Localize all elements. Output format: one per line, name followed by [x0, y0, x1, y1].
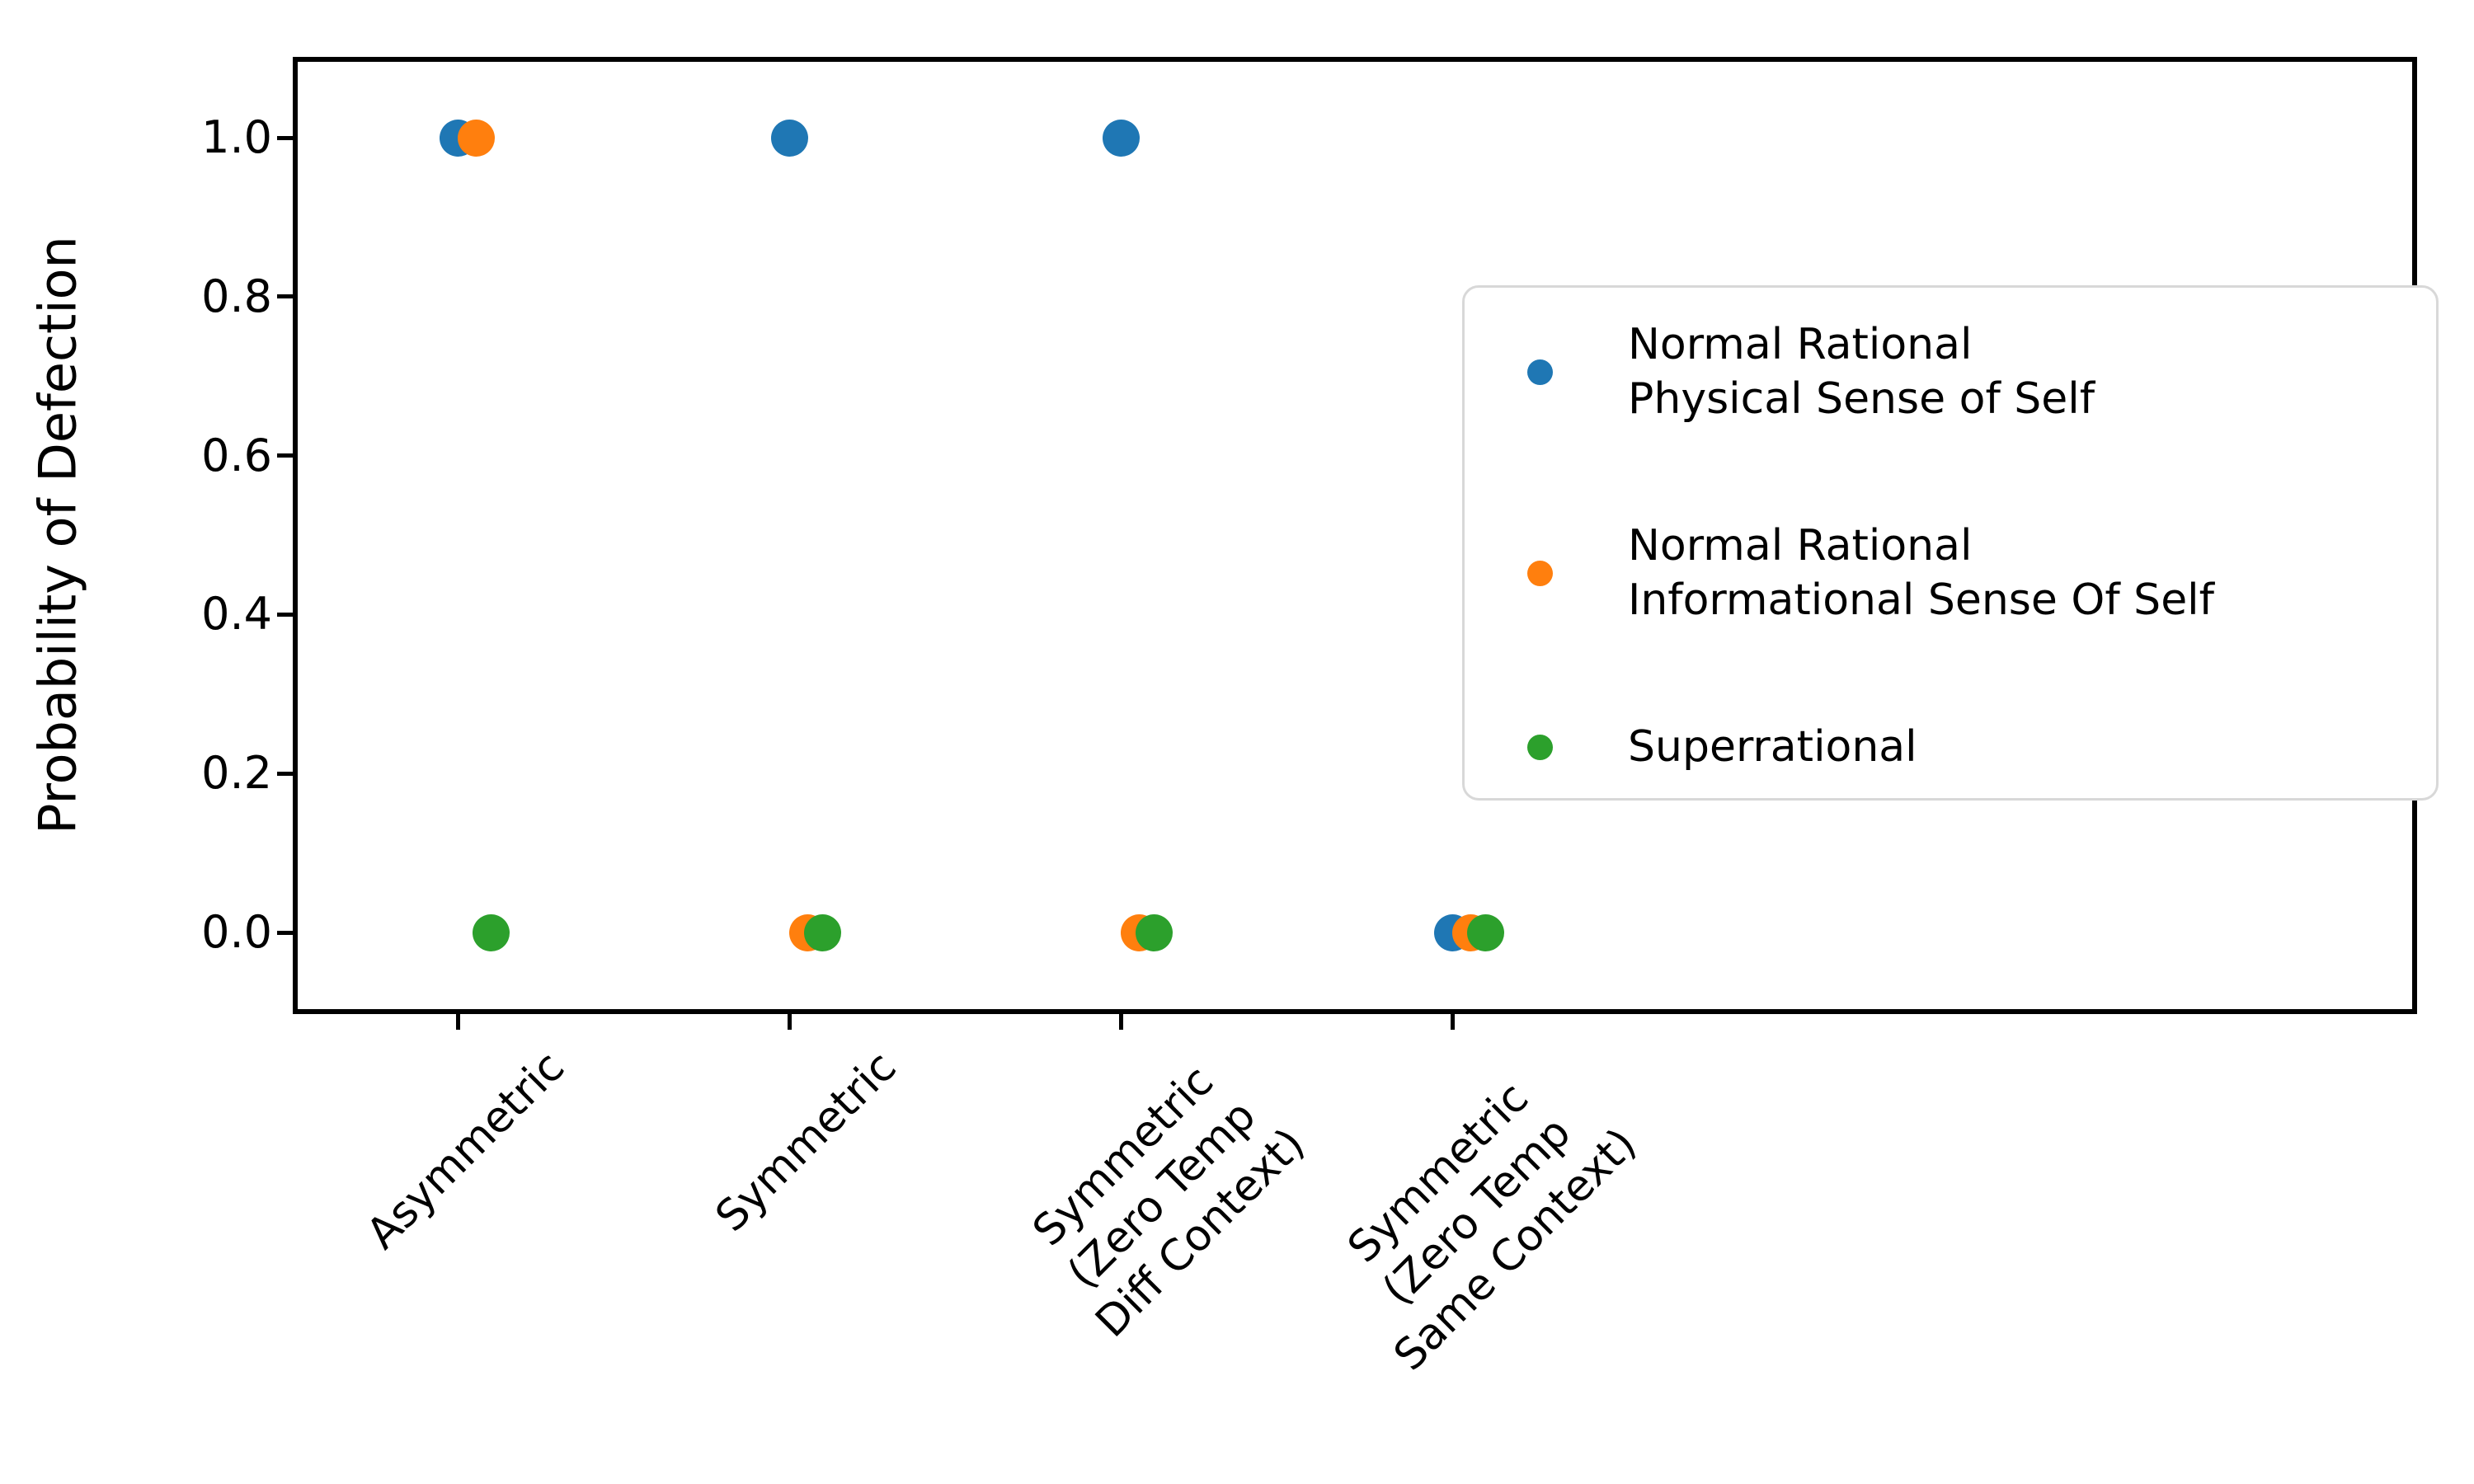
- y-tick-mark: [277, 612, 295, 617]
- y-axis-label: Probability of Defection: [27, 236, 88, 834]
- legend-marker-icon: [1527, 359, 1553, 385]
- x-tick-mark: [787, 1012, 792, 1030]
- legend-label: Superrational: [1628, 722, 1917, 772]
- data-point: [803, 913, 841, 951]
- y-tick-mark: [277, 930, 295, 935]
- legend-item: Superrational: [1527, 720, 2411, 774]
- data-point: [770, 119, 808, 157]
- y-tick-label: 0.8: [201, 270, 272, 322]
- legend-marker-icon: [1527, 734, 1553, 760]
- y-tick-label: 0.0: [201, 906, 272, 958]
- data-point: [457, 119, 495, 157]
- legend-label: Normal Rational Physical Sense of Self: [1628, 320, 2095, 424]
- legend-item: Normal Rational Physical Sense of Self: [1527, 317, 2411, 426]
- legend-item: Normal Rational Informational Sense Of S…: [1527, 519, 2411, 627]
- data-point: [1135, 913, 1173, 951]
- data-point: [472, 913, 510, 951]
- y-tick-mark: [277, 771, 295, 776]
- y-tick-label: 0.4: [201, 588, 272, 641]
- y-tick-label: 0.6: [201, 429, 272, 481]
- legend-label: Normal Rational Informational Sense Of S…: [1628, 521, 2214, 625]
- y-tick-label: 0.2: [201, 747, 272, 800]
- x-tick-mark: [455, 1012, 460, 1030]
- x-tick-label: Asymmetric: [357, 1042, 575, 1259]
- x-tick-mark: [1118, 1012, 1123, 1030]
- y-tick-mark: [277, 453, 295, 458]
- data-point: [1466, 913, 1504, 951]
- y-tick-mark: [277, 135, 295, 140]
- y-tick-label: 1.0: [201, 111, 272, 163]
- data-point: [1102, 119, 1140, 157]
- x-tick-label: Symmetric (Zero Temp Diff Context): [1023, 1056, 1315, 1347]
- x-tick-label: Symmetric (Zero Temp Same Context): [1338, 1073, 1646, 1381]
- x-tick-label: Symmetric: [706, 1042, 906, 1242]
- x-tick-mark: [1450, 1012, 1455, 1030]
- legend-marker-icon: [1527, 560, 1553, 586]
- legend: Normal Rational Physical Sense of Self No…: [1462, 285, 2439, 801]
- y-tick-mark: [277, 294, 295, 299]
